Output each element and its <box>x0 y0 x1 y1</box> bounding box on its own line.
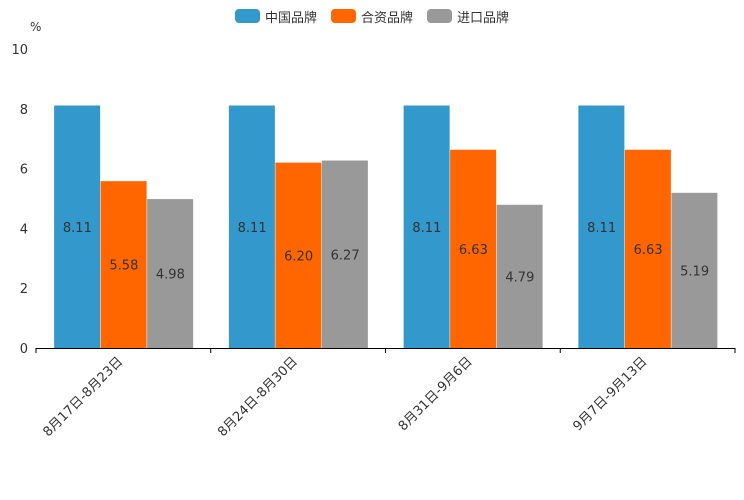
y-tick-label: 10 <box>11 43 28 58</box>
x-category-label: 8月24日-8月30日 <box>215 354 301 440</box>
bar <box>147 199 194 348</box>
bar-value-label: 8.11 <box>587 221 616 236</box>
legend-label-joint-venture-brand: 合资品牌 <box>360 10 413 26</box>
bar <box>54 105 101 348</box>
bar-value-label: 4.98 <box>156 268 185 283</box>
bar-value-label: 6.27 <box>331 248 360 263</box>
bar-value-label: 4.79 <box>505 270 534 285</box>
bar <box>275 162 322 348</box>
legend-swatch-joint-venture-brand <box>330 9 356 23</box>
legend: 中国品牌 合资品牌 进口品牌 <box>0 7 744 26</box>
bar-value-label: 5.58 <box>109 259 138 274</box>
bar-value-label: 6.63 <box>459 243 488 258</box>
bar <box>450 149 497 348</box>
bar-value-label: 8.11 <box>412 221 441 236</box>
bar-value-label: 5.19 <box>680 264 709 279</box>
bar-value-label: 6.20 <box>284 249 313 264</box>
bar <box>496 204 543 348</box>
legend-swatch-import-brand <box>427 9 452 23</box>
x-category-label: 8月31日-9月6日 <box>396 354 476 434</box>
y-axis-unit-label: % <box>30 20 42 34</box>
bar-value-label: 8.11 <box>63 221 92 236</box>
x-category-label: 8月17日-8月23日 <box>40 354 126 440</box>
bar <box>671 192 718 348</box>
legend-label-china-brand: 中国品牌 <box>264 10 317 26</box>
x-category-label: 9月7日-9月13日 <box>571 354 651 434</box>
bar-value-label: 8.11 <box>238 221 267 236</box>
legend-item-china-brand[interactable]: 中国品牌 <box>234 7 317 26</box>
legend-label-import-brand: 进口品牌 <box>457 10 510 26</box>
bar <box>228 105 275 348</box>
y-tick-label: 6 <box>20 163 28 178</box>
bar <box>100 181 147 348</box>
y-tick-label: 2 <box>20 282 28 297</box>
y-tick-label: 8 <box>20 103 28 118</box>
bar <box>403 105 450 348</box>
y-tick-label: 0 <box>20 342 28 357</box>
y-tick-label: 4 <box>20 222 28 237</box>
bar-value-label: 6.63 <box>634 243 663 258</box>
bar <box>321 160 368 348</box>
bar <box>578 105 625 348</box>
legend-item-import-brand[interactable]: 进口品牌 <box>427 7 510 26</box>
bar <box>624 149 671 348</box>
legend-swatch-china-brand <box>234 9 260 23</box>
legend-item-joint-venture-brand[interactable]: 合资品牌 <box>330 7 413 26</box>
